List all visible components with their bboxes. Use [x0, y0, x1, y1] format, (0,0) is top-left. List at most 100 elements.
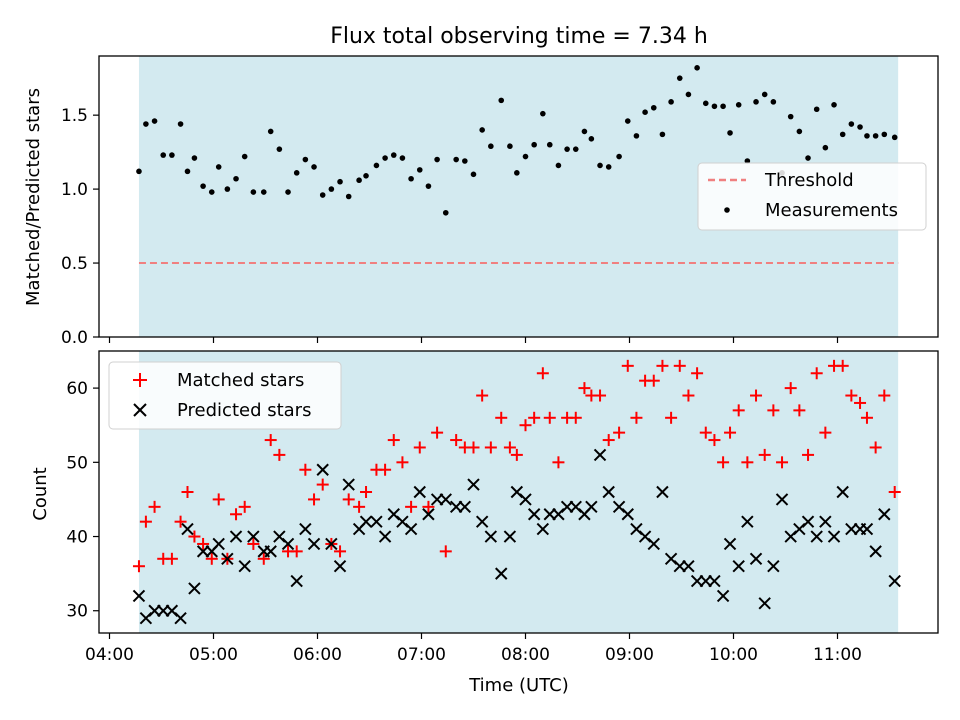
predicted-star-point: [602, 485, 615, 499]
matched-star-point: [578, 382, 591, 395]
predicted-star-point: [682, 560, 695, 573]
counts-legend-predicted-swatch: [133, 403, 147, 417]
measurement-point: [328, 186, 335, 192]
predicted-star-point: [132, 589, 146, 603]
matched-star-point: [342, 493, 355, 506]
matched-star-point: [845, 389, 858, 402]
x-tick-label: 09:00: [605, 645, 654, 665]
matched-star-point: [519, 419, 532, 432]
matched-star-point: [205, 552, 218, 565]
measurement-point: [668, 99, 674, 105]
ratio-y-ticks: 0.0 0.5 1.0 1.5: [61, 106, 99, 348]
measurement-point: [735, 102, 742, 108]
measurement-point: [624, 118, 631, 124]
measurement-point: [208, 189, 215, 195]
measurement-point: [507, 143, 513, 150]
measurement-point: [311, 164, 317, 170]
measurement-point: [479, 127, 485, 133]
predicted-star-point: [413, 485, 426, 499]
matched-star-point: [878, 389, 891, 402]
measurement-point: [546, 141, 553, 148]
matched-star-point: [656, 359, 669, 372]
predicted-star-point: [404, 522, 418, 536]
matched-star-point: [750, 389, 763, 402]
measurement-point: [564, 146, 570, 152]
measurement-point: [293, 170, 300, 176]
matched-star-point: [510, 448, 523, 461]
counts-legend-predicted-label: Predicted stars: [177, 400, 311, 421]
matched-star-point: [630, 411, 643, 424]
predicted-star-point: [475, 515, 489, 528]
matched-star-point: [732, 404, 745, 417]
measurement-point: [720, 103, 726, 110]
figure-title: Flux total observing time = 7.34 h: [330, 24, 708, 49]
measurement-point: [177, 121, 184, 127]
measurement-point: [616, 153, 622, 160]
predicted-star-point: [359, 515, 373, 528]
measurement-point: [744, 158, 751, 164]
predicted-star-point: [221, 552, 234, 565]
matched-star-point: [132, 560, 145, 573]
measurement-point: [857, 124, 863, 130]
ratio-legend: Threshold Measurements: [697, 162, 927, 231]
matched-star-point: [188, 530, 201, 543]
measurement-point: [151, 118, 158, 124]
predicted-star-point: [307, 537, 321, 551]
measurement-point: [642, 109, 648, 115]
predicted-star-point: [593, 448, 607, 462]
predicted-star-point: [503, 530, 517, 543]
matched-star-point: [741, 456, 754, 469]
y-tick-label: 1.5: [61, 106, 88, 126]
predicted-star-point: [342, 478, 355, 491]
counts-predicted-points-group: [132, 448, 901, 625]
counts-x-ticks: 04:00 05:00 06:00 07:00 08:00 09:00 10:00 11:00: [85, 633, 862, 665]
matched-star-point: [717, 456, 730, 469]
matched-star-point: [316, 478, 329, 491]
predicted-star-point: [801, 515, 815, 528]
predicted-star-point: [484, 530, 498, 543]
predicted-star-point: [174, 611, 187, 625]
matched-star-point: [379, 463, 392, 476]
ratio-panel: 0.0 0.5 1.0 1.5 Matched/Predicted stars Thr…: [23, 55, 939, 348]
matched-star-point: [621, 359, 634, 372]
predicted-star-point: [316, 463, 329, 476]
measurement-point: [200, 183, 206, 189]
predicted-star-point: [333, 560, 347, 573]
predicted-star-point: [621, 508, 634, 521]
predicted-star-point: [732, 560, 745, 573]
predicted-star-point: [247, 530, 260, 543]
measurement-point: [588, 136, 595, 142]
matched-star-point: [273, 448, 286, 461]
matched-star-point: [396, 456, 409, 469]
measurement-point: [453, 156, 459, 163]
x-tick-label: 08:00: [501, 645, 550, 665]
predicted-star-point: [723, 537, 737, 551]
measurement-point: [169, 152, 175, 158]
matched-star-point: [230, 508, 243, 521]
predicted-star-point: [181, 522, 194, 536]
ratio-legend-measurements-label: Measurements: [765, 200, 898, 221]
y-tick-label: 50: [66, 453, 88, 473]
measurement-point: [702, 100, 709, 107]
measurement-point: [425, 183, 432, 189]
y-tick-label: 60: [66, 379, 88, 399]
measurement-point: [408, 175, 414, 182]
predicted-star-point: [585, 500, 598, 514]
matched-star-point: [139, 515, 152, 528]
predicted-star-point: [281, 537, 295, 551]
measurement-point: [727, 130, 733, 136]
ratio-y-axis-label: Matched/Predicted stars: [23, 88, 44, 306]
matched-star-point: [476, 389, 489, 402]
matched-star-point: [602, 434, 615, 447]
y-tick-label: 1.0: [61, 180, 88, 200]
measurement-point: [302, 156, 309, 163]
measurement-point: [831, 102, 837, 108]
predicted-star-point: [878, 508, 891, 521]
matched-star-point: [467, 441, 480, 454]
predicted-star-point: [299, 522, 312, 536]
measurement-point: [285, 189, 291, 195]
measurement-point: [337, 178, 343, 185]
matched-star-point: [810, 367, 823, 380]
matched-star-point: [819, 426, 832, 439]
